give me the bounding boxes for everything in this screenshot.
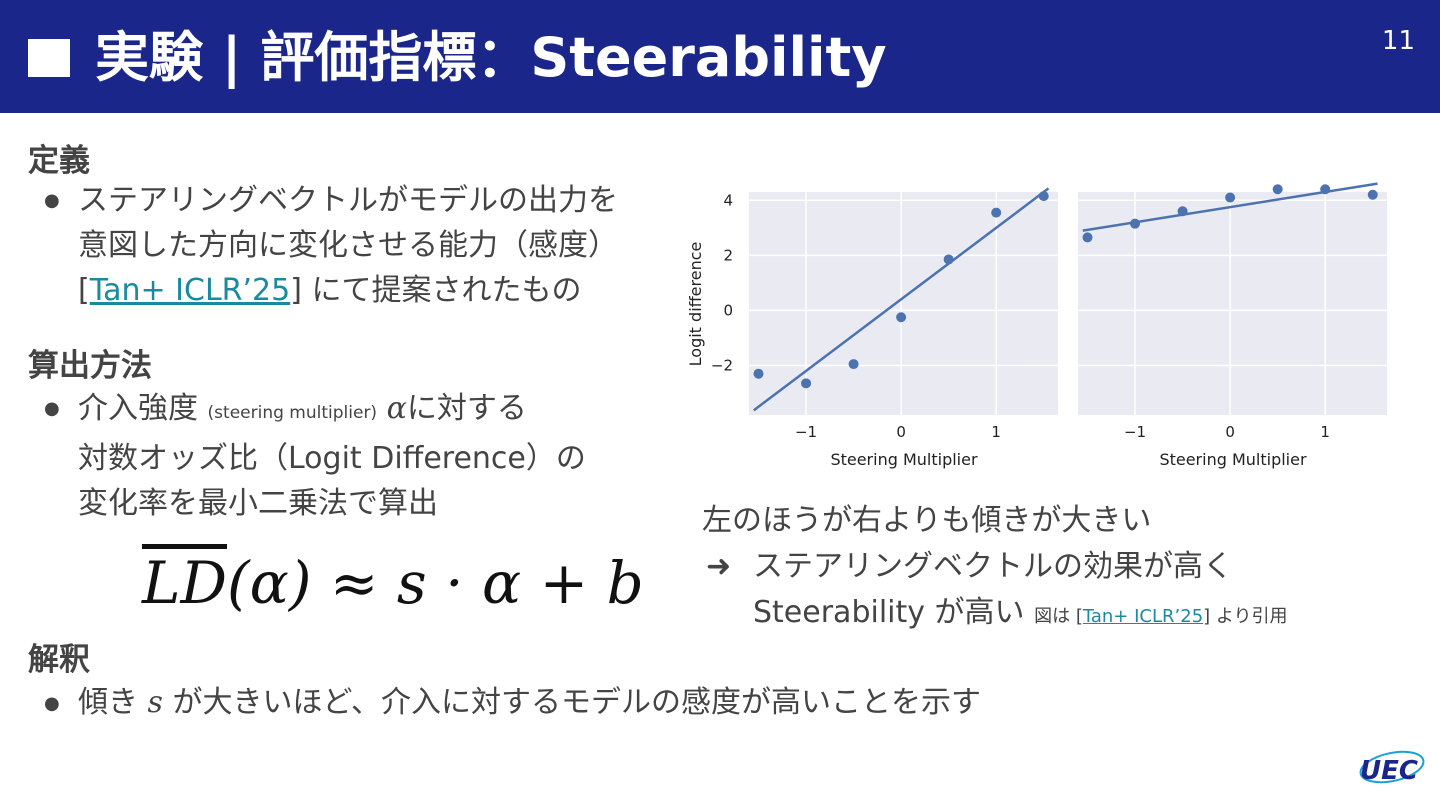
method-line-1-a: 介入強度 [78,391,208,426]
method-line-1-b: に対する [406,391,527,426]
note-line-1: 左のほうが右よりも傾きが大きい [702,503,1152,538]
data-point [1082,232,1093,243]
method-heading: 算出方法 [28,348,152,384]
ref-bracket-open: [ [78,273,90,308]
data-point [1225,192,1236,203]
data-point [896,312,907,323]
logo-text: UEC [1360,756,1418,786]
plot-area [749,192,1058,415]
data-point [1038,191,1049,202]
x-tick-label: −1 [1124,423,1146,441]
method-line-1: 介入強度 (steering multiplier) αに対する [78,386,586,436]
method-line-3: 変化率を最小二乗法で算出 [78,486,438,521]
citation-a: 図は [ [1034,606,1083,627]
y-tick-label: 2 [723,246,733,264]
note-line-2: ステアリングベクトルの効果が高く [753,549,1233,584]
definition-line-3: [Tan+ ICLR’25] にて提案されたもの [78,268,618,313]
y-tick-label: −2 [711,356,733,374]
note-line-3-wrap: Steerability が高い 図は [Tan+ ICLR’25] より引用 [753,590,1288,640]
x-axis-label: Steering Multiplier [830,450,978,469]
definition-text: ステアリングベクトルがモデルの出力を 意図した方向に変化させる能力（感度） [T… [78,178,618,313]
x-tick-label: 1 [991,423,1001,441]
y-tick-label: 0 [723,301,733,319]
citation-b: ] より引用 [1203,606,1288,627]
reference-link[interactable]: Tan+ ICLR’25 [89,273,291,308]
data-point [848,359,859,370]
x-axis-label: Steering Multiplier [1159,450,1307,469]
slope-symbol: s [147,685,163,720]
y-tick-label: 4 [723,191,733,209]
interpretation-text: 傾き s が大きいほど、介入に対するモデルの感度が高いことを示す [78,680,981,725]
interpretation-heading: 解釈 [28,642,90,678]
citation: 図は [Tan+ ICLR’25] より引用 [1034,606,1287,627]
x-tick-label: 1 [1320,423,1330,441]
data-point [1320,184,1331,195]
note-line-3: Steerability が高い [753,595,1025,630]
data-point [1272,184,1283,195]
data-point [1177,206,1188,217]
interpretation-b: が大きいほど、介入に対するモデルの感度が高いことを示す [162,685,981,720]
method-line-1-small: (steering multiplier) [207,403,378,423]
data-point [753,368,764,379]
title-square-icon [28,39,70,77]
formula-lhs: LD [142,549,228,617]
slide-header: 実験 | 評価指標：Steerability 11 [0,0,1440,113]
definition-heading: 定義 [28,143,90,179]
interpretation-a: 傾き [78,685,148,720]
data-point [801,378,812,389]
regression-line [753,187,1050,412]
data-point [1130,218,1141,229]
ref-bracket-close: ] [290,273,302,308]
data-point [943,254,954,265]
bullet-icon: ● [44,693,60,714]
x-tick-label: 0 [896,423,906,441]
definition-line-1: ステアリングベクトルがモデルの出力を [78,183,618,218]
bullet-icon: ● [44,398,60,419]
citation-link[interactable]: Tan+ ICLR’25 [1082,606,1204,627]
formula-rest: (α) ≈ s · α + b [227,549,644,617]
y-axis-label: Logit difference [686,242,705,367]
method-text: 介入強度 (steering multiplier) αに対する 対数オッズ比（… [78,386,586,526]
definition-line-2: 意図した方向に変化させる能力（感度） [78,228,618,263]
definition-line-3-rest: にて提案されたもの [301,273,582,308]
data-point [1367,189,1378,200]
arrow-icon: ➜ [706,549,732,584]
method-line-2: 対数オッズ比（Logit Difference）の [78,441,586,476]
x-tick-label: −1 [795,423,817,441]
bullet-icon: ● [44,190,60,211]
page-number: 11 [1381,26,1415,56]
formula: LD(α) ≈ s · α + b [142,549,644,617]
slide-title: 実験 | 評価指標：Steerability [95,26,887,89]
alpha-symbol: α [386,391,407,426]
steering-charts: Logit difference Steering Multiplier Ste… [686,182,1387,469]
x-tick-label: 0 [1225,423,1235,441]
data-point [991,207,1002,218]
uec-logo: UEC [1359,750,1425,786]
plot-area [1078,192,1387,415]
